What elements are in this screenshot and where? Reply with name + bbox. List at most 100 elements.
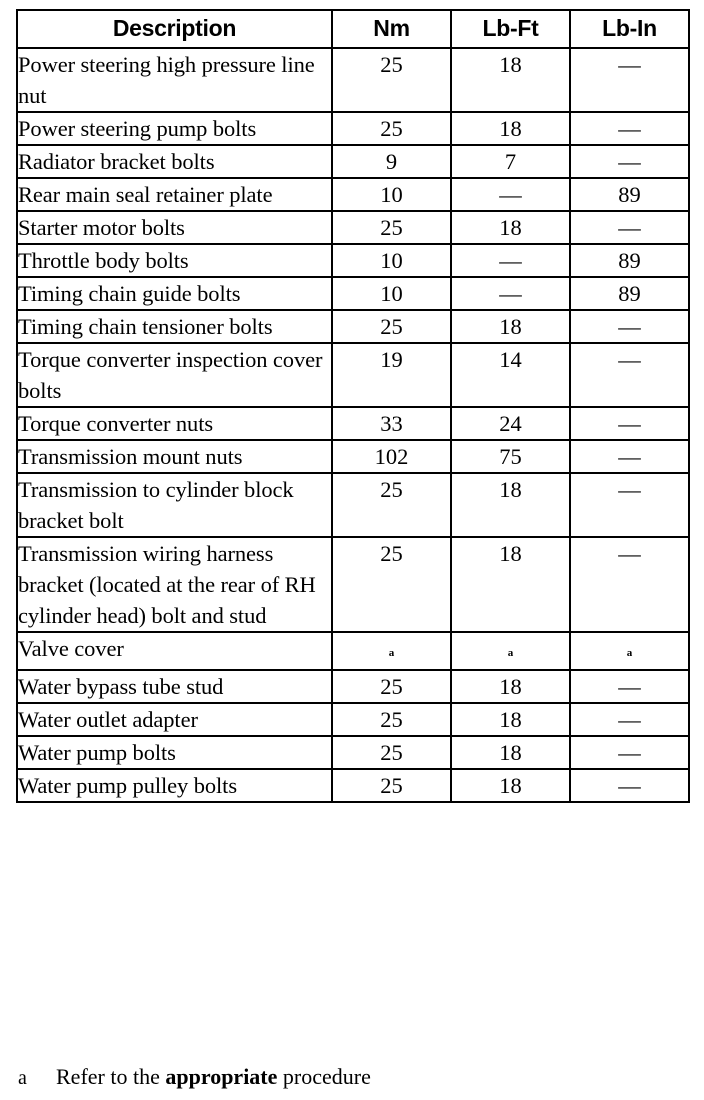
cell-description: Water pump pulley bolts [16,768,333,803]
cell-lb-in: a [569,631,690,671]
table-row: Water outlet adapter 25 18 — [16,702,690,737]
cell-description: Power steering high pressure line nut [16,47,333,113]
cell-lb-ft: 18 [450,669,571,704]
value-text: 75 [499,444,522,469]
table-row: Transmission mount nuts 102 75 — [16,439,690,474]
cell-lb-in: — [569,439,690,474]
cell-nm: 33 [331,406,452,441]
value-text: 9 [385,149,398,174]
cell-lb-ft: — [450,243,571,278]
footnote: a Refer to the appropriate procedure [18,1062,688,1093]
cell-lb-ft: 18 [450,309,571,344]
cell-description: Transmission to cylinder block bracket b… [16,472,333,538]
cell-lb-ft: 18 [450,210,571,245]
cell-nm: 9 [331,144,452,179]
cell-description: Timing chain tensioner bolts [16,309,333,344]
table-row: Starter motor bolts 25 18 — [16,210,690,245]
table-row: Power steering pump bolts 25 18 — [16,111,690,146]
cell-lb-ft: 14 [450,342,571,408]
cell-lb-ft: 75 [450,439,571,474]
em-dash: — [618,347,641,372]
cell-description: Transmission mount nuts [16,439,333,474]
cell-nm: 25 [331,536,452,633]
cell-lb-ft: 18 [450,111,571,146]
cell-nm: 10 [331,243,452,278]
cell-nm: 25 [331,309,452,344]
cell-lb-ft: 7 [450,144,571,179]
value-text: 10 [380,182,403,207]
cell-nm: 25 [331,47,452,113]
em-dash: — [499,182,522,207]
em-dash: — [618,215,641,240]
cell-lb-in: — [569,47,690,113]
footnote-marker: a [18,1067,27,1089]
value-text: 25 [380,773,403,798]
column-header-lb-ft: Lb-Ft [450,9,571,49]
footnote-ref-a: a [626,647,633,659]
value-text: 25 [380,740,403,765]
cell-lb-in: 89 [569,243,690,278]
table-row: Torque converter nuts 33 24 — [16,406,690,441]
cell-description: Water bypass tube stud [16,669,333,704]
em-dash: — [618,411,641,436]
cell-lb-in: — [569,144,690,179]
table-row: Power steering high pressure line nut 25 1… [16,47,690,113]
table-row: Rear main seal retainer plate 10 — 89 [16,177,690,212]
table-row: Throttle body bolts 10 — 89 [16,243,690,278]
em-dash: — [618,314,641,339]
value-text: 18 [499,477,522,502]
table-body: Power steering high pressure line nut 25 1… [16,47,690,803]
em-dash: — [618,444,641,469]
cell-lb-in: — [569,342,690,408]
table-row: Timing chain tensioner bolts 25 18 — [16,309,690,344]
cell-lb-ft: 18 [450,536,571,633]
value-text: 25 [380,52,403,77]
cell-nm: 19 [331,342,452,408]
cell-lb-in: 89 [569,177,690,212]
em-dash: — [618,477,641,502]
cell-nm: 102 [331,439,452,474]
cell-lb-in: — [569,536,690,633]
value-text: 18 [499,314,522,339]
em-dash: — [618,707,641,732]
cell-lb-in: — [569,111,690,146]
cell-description: Torque converter nuts [16,406,333,441]
value-text: 89 [618,182,641,207]
value-text: 89 [618,281,641,306]
value-text: 25 [380,116,403,141]
cell-description: Timing chain guide bolts [16,276,333,311]
value-text: 18 [499,674,522,699]
column-header-lb-in: Lb-In [569,9,690,49]
cell-nm: 10 [331,177,452,212]
em-dash: — [618,674,641,699]
cell-nm: a [331,631,452,671]
value-text: 89 [618,248,641,273]
cell-nm: 25 [331,210,452,245]
em-dash: — [618,52,641,77]
column-header-nm: Nm [331,9,452,49]
table-header: Description Nm Lb-Ft Lb-In [16,9,690,49]
cell-lb-in: — [569,406,690,441]
cell-description: Throttle body bolts [16,243,333,278]
table-row: Radiator bracket bolts 9 7 — [16,144,690,179]
value-text: 25 [380,215,403,240]
value-text: 18 [499,52,522,77]
cell-description: Water pump bolts [16,735,333,770]
cell-lb-in: — [569,210,690,245]
cell-lb-in: — [569,669,690,704]
cell-lb-ft: 18 [450,735,571,770]
value-text: 18 [499,707,522,732]
value-text: 18 [499,541,522,566]
value-text: 18 [499,773,522,798]
cell-lb-in: — [569,309,690,344]
value-text: 25 [380,314,403,339]
cell-lb-in: 89 [569,276,690,311]
table-row: Water pump pulley bolts 25 18 — [16,768,690,803]
cell-lb-ft: 24 [450,406,571,441]
cell-nm: 25 [331,111,452,146]
em-dash: — [618,740,641,765]
value-text: 19 [380,347,403,372]
footnote-ref-a: a [507,647,514,659]
table-row: Valve cover a a a [16,631,690,671]
